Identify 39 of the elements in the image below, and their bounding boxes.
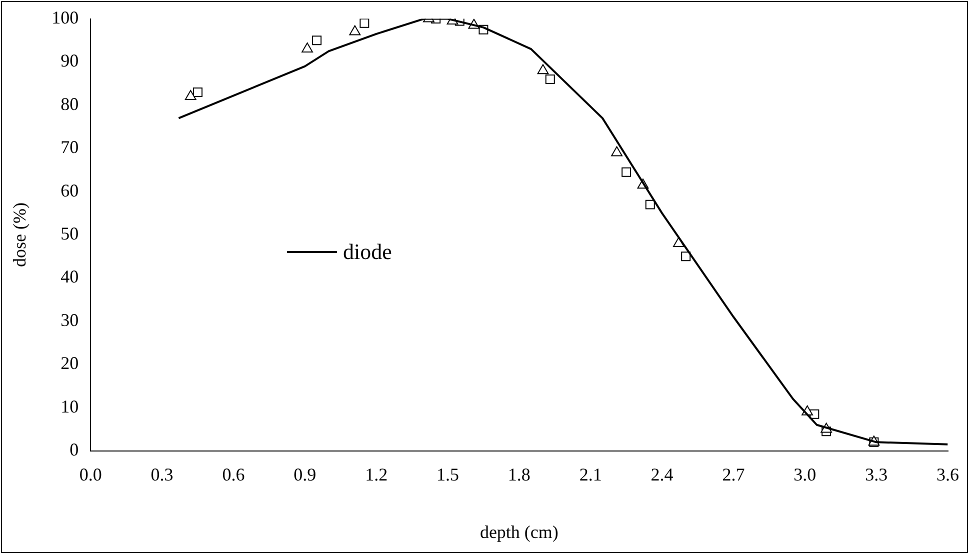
y-tick-label: 90 xyxy=(60,50,79,71)
point xyxy=(360,18,370,28)
x-tick-label: 3.0 xyxy=(794,464,816,484)
y-tick-label: 20 xyxy=(60,353,79,374)
point xyxy=(545,74,555,84)
point xyxy=(193,88,202,97)
y-tick-label: 70 xyxy=(60,137,79,158)
x-tick-label: 0.9 xyxy=(294,464,316,484)
point xyxy=(681,252,691,262)
x-tick-label: 2.1 xyxy=(579,464,602,484)
point xyxy=(537,64,549,74)
x-tick-label: 1.8 xyxy=(508,464,530,484)
y-tick-label: 40 xyxy=(60,266,79,287)
y-tick-label: 10 xyxy=(60,396,79,416)
point xyxy=(302,42,313,53)
legend-label: diode xyxy=(343,239,392,265)
y-tick-label: 100 xyxy=(52,8,79,28)
x-axis-title: depth (cm) xyxy=(480,522,558,542)
point xyxy=(645,200,655,210)
y-tick-label: 50 xyxy=(60,224,79,244)
point xyxy=(312,36,322,46)
x-tick-label: 1.2 xyxy=(365,464,388,484)
y-tick-label: 0 xyxy=(70,440,79,460)
x-tick-label: 1.5 xyxy=(436,464,459,484)
point xyxy=(622,167,632,177)
y-axis-title: dose (%) xyxy=(10,202,30,268)
y-tick-label: 80 xyxy=(60,94,79,114)
x-tick-label: 0.0 xyxy=(79,464,102,484)
x-tick-label: 2.4 xyxy=(650,464,674,484)
x-tick-label: 0.6 xyxy=(222,464,245,484)
x-tick-label: 0.3 xyxy=(150,464,174,484)
point xyxy=(349,25,361,36)
x-tick-label: 3.6 xyxy=(936,464,959,484)
y-tick-label: 30 xyxy=(60,310,79,330)
y-tick-label: 60 xyxy=(60,180,79,200)
x-tick-label: 3.3 xyxy=(865,464,888,484)
point xyxy=(611,146,622,156)
x-tick-label: 2.7 xyxy=(722,464,745,484)
point xyxy=(184,90,196,100)
